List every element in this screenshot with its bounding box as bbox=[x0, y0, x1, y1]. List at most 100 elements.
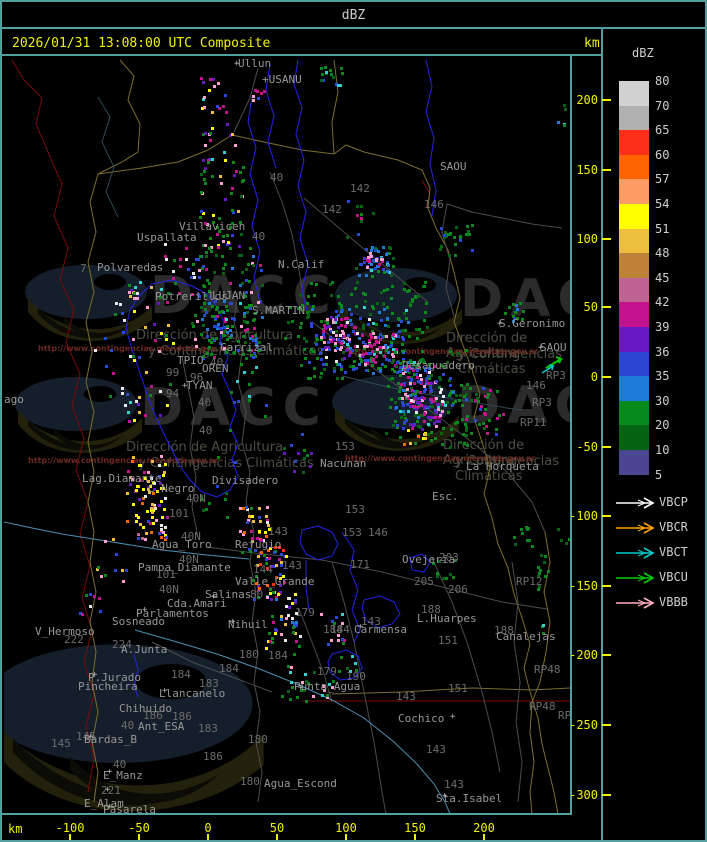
legend-scale-label: 57 bbox=[655, 172, 670, 187]
radar-echo-pixel bbox=[298, 293, 302, 297]
radar-echo-pixel bbox=[427, 375, 431, 379]
radar-echo-pixel bbox=[130, 459, 134, 463]
radar-echo-pixel bbox=[247, 263, 251, 267]
radar-echo-pixel bbox=[215, 104, 219, 108]
radar-echo-pixel bbox=[191, 293, 195, 297]
radar-echo-pixel bbox=[200, 267, 204, 271]
radar-echo-pixel bbox=[203, 284, 207, 288]
radar-echo-pixel bbox=[459, 384, 463, 388]
radar-echo-pixel bbox=[464, 233, 468, 237]
radar-echo-pixel bbox=[460, 404, 464, 408]
radar-echo-pixel bbox=[392, 265, 396, 269]
radar-echo-pixel bbox=[230, 234, 234, 238]
radar-echo-pixel bbox=[222, 267, 226, 271]
radar-echo-pixel bbox=[404, 397, 408, 401]
radar-echo-pixel bbox=[462, 433, 466, 437]
radar-echo-pixel bbox=[209, 77, 213, 81]
radar-echo-pixel bbox=[233, 173, 237, 177]
map-route-label: 183 bbox=[198, 722, 218, 735]
radar-echo-pixel bbox=[324, 66, 328, 70]
radar-echo-pixel bbox=[159, 331, 163, 335]
radar-echo-pixel bbox=[476, 397, 480, 401]
vbcr-arrow-icon bbox=[616, 522, 655, 534]
radar-echo-pixel bbox=[402, 384, 406, 388]
radar-echo-pixel bbox=[370, 350, 374, 354]
radar-echo-pixel bbox=[243, 328, 247, 332]
radar-echo-pixel bbox=[394, 347, 398, 351]
radar-echo-pixel bbox=[191, 321, 195, 325]
radar-echo-pixel bbox=[356, 332, 360, 336]
radar-echo-pixel bbox=[232, 351, 236, 355]
radar-echo-pixel bbox=[207, 338, 211, 342]
radar-echo-pixel bbox=[137, 497, 141, 501]
radar-echo-pixel bbox=[172, 342, 176, 346]
map-place-label: Chihuido bbox=[119, 702, 172, 715]
radar-echo-pixel bbox=[209, 341, 213, 345]
radar-echo-pixel bbox=[120, 569, 124, 573]
radar-echo-pixel bbox=[342, 331, 346, 335]
radar-echo-pixel bbox=[402, 388, 406, 392]
radar-echo-pixel bbox=[231, 210, 235, 214]
radar-echo-pixel bbox=[482, 411, 486, 415]
radar-echo-pixel bbox=[198, 269, 202, 273]
radar-echo-pixel bbox=[357, 274, 361, 278]
radar-echo-pixel bbox=[204, 254, 208, 258]
radar-echo-pixel bbox=[335, 334, 339, 338]
radar-echo-pixel bbox=[390, 334, 394, 338]
radar-echo-pixel bbox=[441, 394, 445, 398]
radar-echo-pixel bbox=[391, 257, 395, 261]
dacc-watermark-subtitle: Dirección de Agricultura bbox=[126, 440, 284, 455]
radar-echo-pixel bbox=[137, 355, 141, 359]
dacc-watermark-url: http://www.contingencias.mendoza.gov.ar bbox=[348, 347, 539, 356]
radar-echo-pixel bbox=[241, 282, 244, 286]
legend-scale-label: 39 bbox=[655, 320, 670, 334]
radar-echo-pixel bbox=[258, 347, 262, 351]
radar-echo-pixel bbox=[279, 553, 283, 557]
radar-echo-pixel bbox=[230, 221, 234, 225]
radar-echo-pixel bbox=[340, 364, 344, 368]
radar-echo-pixel bbox=[236, 379, 240, 383]
radar-echo-pixel bbox=[390, 377, 394, 381]
radar-echo-pixel bbox=[377, 345, 381, 349]
radar-echo-pixel bbox=[504, 311, 508, 315]
radar-echo-pixel bbox=[399, 415, 403, 419]
radar-echo-pixel bbox=[295, 624, 299, 628]
radar-echo-pixel bbox=[198, 295, 202, 298]
radar-echo-pixel bbox=[149, 509, 153, 513]
radar-echo-pixel bbox=[448, 446, 452, 450]
radar-echo-pixel bbox=[336, 313, 340, 317]
radar-echo-pixel bbox=[331, 330, 335, 334]
radar-echo-pixel bbox=[408, 371, 411, 375]
radar-echo-pixel bbox=[404, 418, 408, 422]
radar-echo-pixel bbox=[399, 373, 403, 377]
radar-echo-pixel bbox=[292, 625, 296, 629]
radar-echo-pixel bbox=[369, 249, 373, 253]
map-route-label: 96 bbox=[190, 371, 204, 384]
radar-echo-pixel bbox=[465, 224, 469, 228]
radar-echo-pixel bbox=[383, 345, 387, 349]
radar-echo-pixel bbox=[396, 324, 400, 328]
bottom-axis-tick-label: -50 bbox=[128, 821, 150, 835]
radar-echo-pixel bbox=[287, 597, 291, 601]
radar-echo-pixel bbox=[251, 318, 255, 322]
radar-echo-pixel bbox=[320, 613, 324, 617]
radar-echo-pixel bbox=[254, 88, 258, 92]
radar-echo-pixel bbox=[286, 320, 290, 324]
radar-echo-pixel bbox=[331, 320, 335, 324]
radar-echo-pixel bbox=[240, 325, 244, 329]
radar-echo-pixel bbox=[360, 216, 364, 220]
radar-echo-pixel bbox=[267, 523, 271, 527]
radar-echo-pixel bbox=[423, 284, 427, 288]
map-boundary-line bbox=[85, 173, 99, 803]
radar-echo-pixel bbox=[355, 267, 359, 271]
radar-echo-pixel bbox=[149, 530, 153, 534]
radar-echo-pixel bbox=[216, 324, 220, 328]
radar-echo-pixel bbox=[166, 516, 170, 520]
radar-echo-pixel bbox=[218, 107, 222, 111]
radar-echo-pixel bbox=[293, 621, 297, 625]
radar-echo-pixel bbox=[415, 410, 419, 414]
map-boundary-line bbox=[409, 553, 431, 573]
radar-echo-pixel bbox=[250, 529, 254, 533]
radar-echo-pixel bbox=[237, 210, 241, 214]
radar-echo-pixel bbox=[416, 406, 420, 410]
